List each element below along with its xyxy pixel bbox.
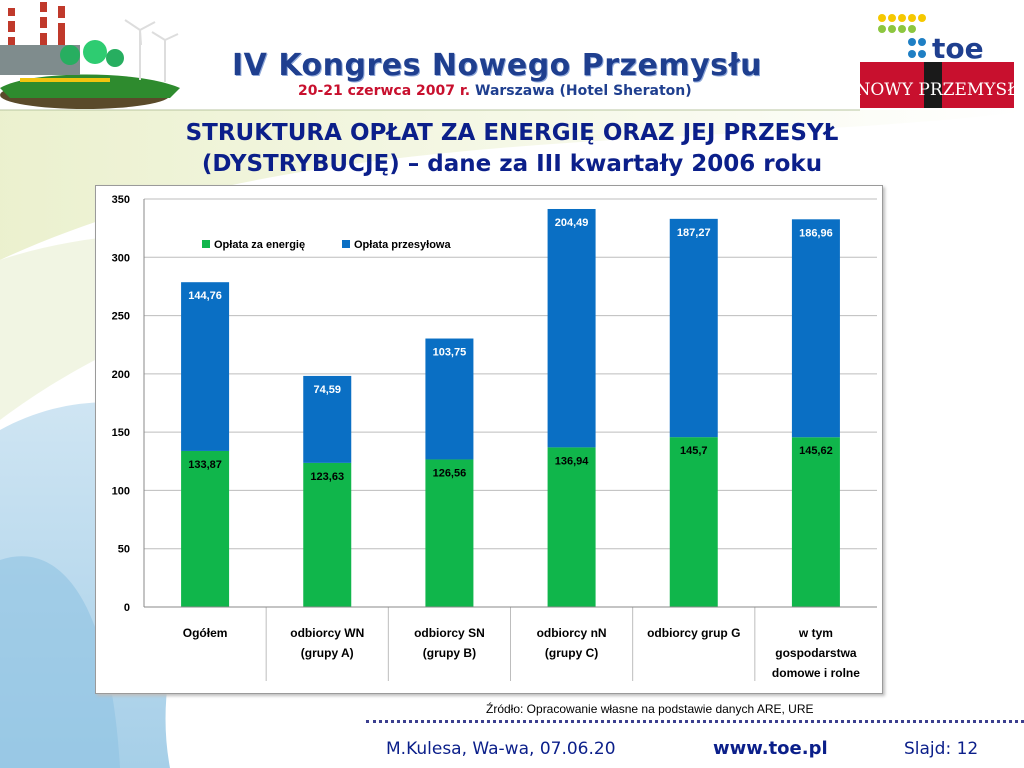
data-label-transmission: 103,75 (433, 347, 467, 359)
y-tick-label: 100 (112, 485, 130, 497)
footer-divider (366, 720, 1024, 723)
congress-date: 20-21 czerwca 2007 r. Warszawa (Hotel Sh… (298, 83, 692, 99)
x-tick-label: (grupy C) (545, 646, 598, 660)
bar-transmission (181, 282, 230, 451)
np-logo-text: NOWY PRZEMYSŁ (860, 80, 1014, 100)
legend-label-energy: Opłata za energię (214, 239, 305, 251)
data-label-transmission: 144,76 (188, 290, 222, 302)
toe-logo-text: toe (932, 32, 984, 64)
x-tick-label: odbiorcy nN (537, 626, 607, 640)
toe-logo: toe (878, 14, 984, 64)
x-tick-label: (grupy B) (423, 646, 476, 660)
bar-transmission (791, 219, 840, 438)
y-tick-label: 350 (112, 194, 130, 206)
data-label-transmission: 74,59 (313, 384, 341, 396)
x-tick-label: Ogółem (183, 626, 228, 640)
bar-transmission (547, 208, 596, 448)
data-label-energy: 136,94 (555, 455, 590, 467)
bar-transmission (303, 375, 352, 463)
bar-energy (303, 462, 352, 607)
legend-label-transmission: Opłata przesyłowa (354, 239, 451, 251)
y-tick-label: 150 (112, 427, 130, 439)
slide-title-line1: STRUKTURA OPŁAT ZA ENERGIĘ ORAZ JEJ PRZE… (185, 120, 839, 146)
stacked-bar-chart: 0 50 100 150 200 250 300 350 133,87 144,76 Ogółem 1… (112, 194, 877, 681)
footer-url-link[interactable]: www.toe.pl (713, 738, 828, 759)
data-label-energy: 126,56 (433, 467, 467, 479)
data-label-transmission: 186,96 (799, 227, 833, 239)
bar-energy (669, 437, 718, 607)
data-label-energy: 133,87 (188, 459, 222, 471)
data-label-energy: 123,63 (310, 471, 344, 483)
data-label-energy: 145,62 (799, 445, 833, 457)
x-tick-label: odbiorcy grup G (647, 626, 740, 640)
source-note: Źródło: Opracowanie własne na podstawie … (486, 702, 814, 716)
congress-title: IV Kongres Nowego Przemysłu (232, 48, 762, 83)
x-tick-label: w tym (798, 626, 833, 640)
y-tick-label: 0 (124, 602, 130, 614)
bar-energy (181, 450, 230, 607)
nowy-przemysl-logo: NOWY PRZEMYSŁ (860, 62, 1014, 108)
slide-title-line2: (DYSTRYBUCJĘ) – dane za III kwartały 200… (201, 151, 823, 177)
footer-slide-number: Slajd: 12 (904, 739, 979, 759)
chart-frame: 0 50 100 150 200 250 300 350 133,87 144,76 Ogółem 1… (95, 185, 883, 694)
bar-energy (425, 459, 474, 607)
y-tick-label: 50 (118, 544, 130, 556)
data-label-transmission: 187,27 (677, 227, 711, 239)
bar-transmission (669, 218, 718, 438)
x-tick-label: (grupy A) (301, 646, 354, 660)
bar-transmission (425, 338, 474, 460)
industry-logo (0, 2, 180, 109)
x-tick-label: odbiorcy SN (414, 626, 485, 640)
x-tick-label: gospodarstwa (775, 646, 857, 660)
x-tick-label: domowe i rolne (772, 666, 860, 680)
congress-place: Warszawa (Hotel Sheraton) (475, 83, 692, 99)
bar-energy (791, 437, 840, 607)
y-tick-label: 300 (112, 252, 130, 264)
legend-swatch-energy (202, 240, 210, 248)
data-label-transmission: 204,49 (555, 217, 589, 229)
y-tick-label: 250 (112, 311, 130, 323)
data-label-energy: 145,7 (680, 445, 708, 457)
legend-swatch-transmission (342, 240, 350, 248)
slide-title: STRUKTURA OPŁAT ZA ENERGIĘ ORAZ JEJ PRZE… (60, 118, 964, 180)
x-tick-label: odbiorcy WN (290, 626, 364, 640)
bar-energy (547, 447, 596, 607)
footer-author: M.Kulesa, Wa-wa, 07.06.20 (386, 739, 616, 759)
congress-date-text: 20-21 czerwca 2007 r. (298, 83, 471, 99)
y-tick-label: 200 (112, 369, 130, 381)
